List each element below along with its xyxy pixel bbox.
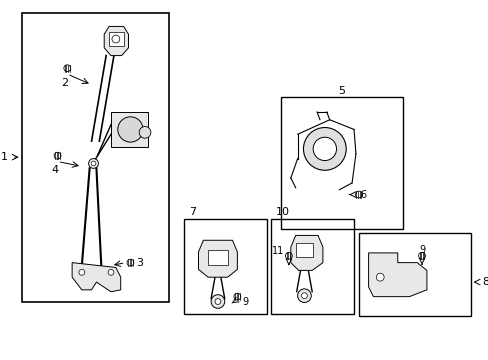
Text: 8: 8: [481, 277, 488, 287]
Polygon shape: [290, 235, 322, 270]
Bar: [281, 97, 402, 229]
Circle shape: [88, 159, 98, 168]
Circle shape: [312, 137, 336, 161]
Bar: [111, 112, 148, 147]
Circle shape: [211, 295, 224, 308]
Polygon shape: [72, 263, 121, 292]
Bar: [21, 13, 169, 302]
Text: 9: 9: [418, 245, 424, 255]
Text: 4: 4: [51, 165, 58, 175]
Text: 1: 1: [1, 152, 8, 162]
Text: 10: 10: [276, 207, 290, 217]
Circle shape: [297, 289, 310, 302]
Bar: [208, 250, 227, 265]
Bar: [358, 234, 469, 316]
Circle shape: [118, 117, 143, 142]
Circle shape: [112, 35, 120, 43]
Circle shape: [79, 269, 84, 275]
Circle shape: [215, 298, 221, 305]
Polygon shape: [198, 240, 237, 277]
Circle shape: [108, 269, 114, 275]
Circle shape: [139, 126, 151, 138]
Text: 5: 5: [338, 86, 345, 95]
Bar: [295, 243, 312, 257]
Text: 3: 3: [136, 258, 143, 267]
Text: 11: 11: [271, 246, 284, 256]
Bar: [271, 219, 353, 314]
Text: 9: 9: [242, 297, 248, 306]
Polygon shape: [104, 26, 128, 55]
Circle shape: [301, 293, 307, 298]
Polygon shape: [368, 253, 426, 297]
Circle shape: [303, 127, 346, 170]
Bar: [183, 219, 266, 314]
Bar: [109, 32, 123, 46]
Circle shape: [376, 273, 384, 281]
Text: 6: 6: [360, 190, 366, 199]
Text: 2: 2: [61, 78, 68, 88]
Text: 7: 7: [188, 207, 196, 217]
Circle shape: [91, 161, 96, 166]
